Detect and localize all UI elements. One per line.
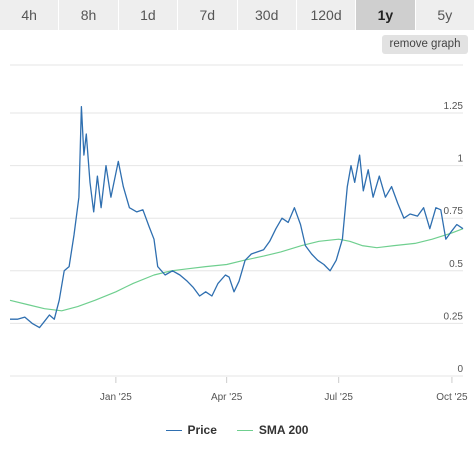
- y-tick-label: 0.25: [444, 311, 464, 322]
- legend-item-sma[interactable]: SMA 200: [236, 423, 309, 437]
- tab-8h[interactable]: 8h: [59, 0, 119, 30]
- y-tick-label: 1.25: [444, 101, 464, 112]
- grid-lines: [10, 64, 463, 377]
- tab-4h[interactable]: 4h: [0, 0, 60, 30]
- series-line-price: [10, 106, 464, 329]
- range-tabs: 4h 8h 1d 7d 30d 120d 1y 5y: [0, 0, 474, 30]
- legend-label-price: Price: [187, 423, 217, 437]
- legend: Price SMA 200: [0, 421, 474, 439]
- x-tick-label: Jan '25: [100, 392, 132, 403]
- remove-graph-button[interactable]: remove graph: [382, 35, 468, 54]
- series-group: [9, 106, 464, 329]
- tab-120d[interactable]: 120d: [296, 0, 357, 30]
- legend-item-price[interactable]: Price: [165, 423, 217, 437]
- legend-label-sma: SMA 200: [258, 423, 309, 437]
- y-axis-ticks: 0 0.25 0.5 0.75 1 1.25: [444, 101, 464, 375]
- x-tick-label: Apr '25: [211, 392, 243, 403]
- legend-swatch-sma: [236, 429, 253, 431]
- tab-5y[interactable]: 5y: [415, 0, 474, 30]
- price-chart: 0 0.25 0.5 0.75 1 1.25 Jan '25 Apr '25 Jul '25 O…: [9, 64, 468, 403]
- y-tick-label: 1: [457, 154, 463, 165]
- x-tick-label: Oct '25: [436, 392, 468, 403]
- series-line-sma-200: [9, 228, 464, 312]
- y-tick-label: 0.5: [449, 259, 463, 270]
- y-tick-label: 0.75: [444, 206, 464, 217]
- tab-1y[interactable]: 1y: [356, 0, 416, 30]
- legend-swatch-price: [165, 429, 182, 431]
- x-axis-ticks: Jan '25 Apr '25 Jul '25 Oct '25: [100, 377, 468, 403]
- y-tick-label: 0: [457, 364, 463, 375]
- tab-1d[interactable]: 1d: [118, 0, 179, 30]
- tab-7d[interactable]: 7d: [178, 0, 238, 30]
- x-tick-label: Jul '25: [324, 392, 353, 403]
- tab-30d[interactable]: 30d: [237, 0, 297, 30]
